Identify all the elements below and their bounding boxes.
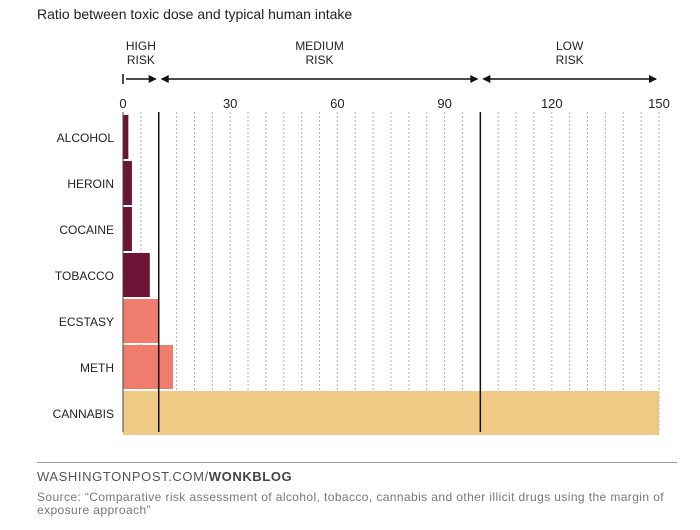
zone-arrow-head-left <box>482 75 491 83</box>
category-label-heroin: HEROIN <box>67 177 114 191</box>
bar-heroin <box>123 161 132 205</box>
x-tick-label: 30 <box>223 96 237 111</box>
grid-lines <box>140 112 660 432</box>
bar-alcohol <box>123 115 129 159</box>
category-labels: ALCOHOL HEROIN COCAINE TOBACCO ECSTASY METH CA… <box>53 131 115 421</box>
chart-title: Ratio between toxic dose and typical hum… <box>37 6 353 22</box>
x-tick-label: 120 <box>541 96 563 111</box>
category-label-tobacco: TOBACCO <box>55 269 114 283</box>
zone-arrow-head-right <box>470 75 479 83</box>
category-label-meth: METH <box>80 361 114 375</box>
source-note: Source: “Comparative risk assessment of … <box>37 490 664 517</box>
risk-threshold-lines <box>157 112 482 432</box>
x-tick-label: 0 <box>119 96 126 111</box>
x-axis: 0 30 60 90 120 150 <box>119 96 670 432</box>
bars <box>123 115 659 435</box>
brand-section: WONKBLOG <box>208 469 293 484</box>
zone-label-line2: RISK <box>306 53 334 67</box>
category-label-ecstasy: ECSTASY <box>59 315 114 329</box>
bar-cannabis <box>123 391 659 435</box>
risk-ratio-chart: 0 30 60 90 120 150 ALCOHOL HEROIN COCAINE TOBACC… <box>53 39 670 435</box>
zone-arrow-head-right <box>148 75 157 83</box>
category-label-cocaine: COCAINE <box>59 223 114 237</box>
x-tick-label: 60 <box>330 96 344 111</box>
zone-label-line2: RISK <box>127 53 155 67</box>
brand-line: WASHINGTONPOST.COM/WONKBLOG <box>37 469 292 484</box>
zone-arrow-head-right <box>649 75 657 83</box>
x-tick-label: 90 <box>437 96 451 111</box>
zone-label-line1: LOW <box>556 39 584 53</box>
category-label-alcohol: ALCOHOL <box>57 131 115 145</box>
x-tick-label: 150 <box>648 96 670 111</box>
brand-main: WASHINGTONPOST.COM/ <box>37 469 209 484</box>
bar-ecstasy <box>123 299 159 343</box>
category-label-cannabis: CANNABIS <box>53 407 114 421</box>
bar-cocaine <box>123 207 132 251</box>
zone-label-line2: RISK <box>556 53 584 67</box>
zone-label-line1: HIGH <box>126 39 156 53</box>
plot-area: 0 30 60 90 120 150 ALCOHOL HEROIN COCAINE TOBACC… <box>53 39 670 435</box>
bar-tobacco <box>123 253 150 297</box>
zone-label-line1: MEDIUM <box>295 39 344 53</box>
footer-divider <box>37 462 677 463</box>
bar-meth <box>123 345 174 389</box>
zone-arrow-head-left <box>160 75 169 83</box>
